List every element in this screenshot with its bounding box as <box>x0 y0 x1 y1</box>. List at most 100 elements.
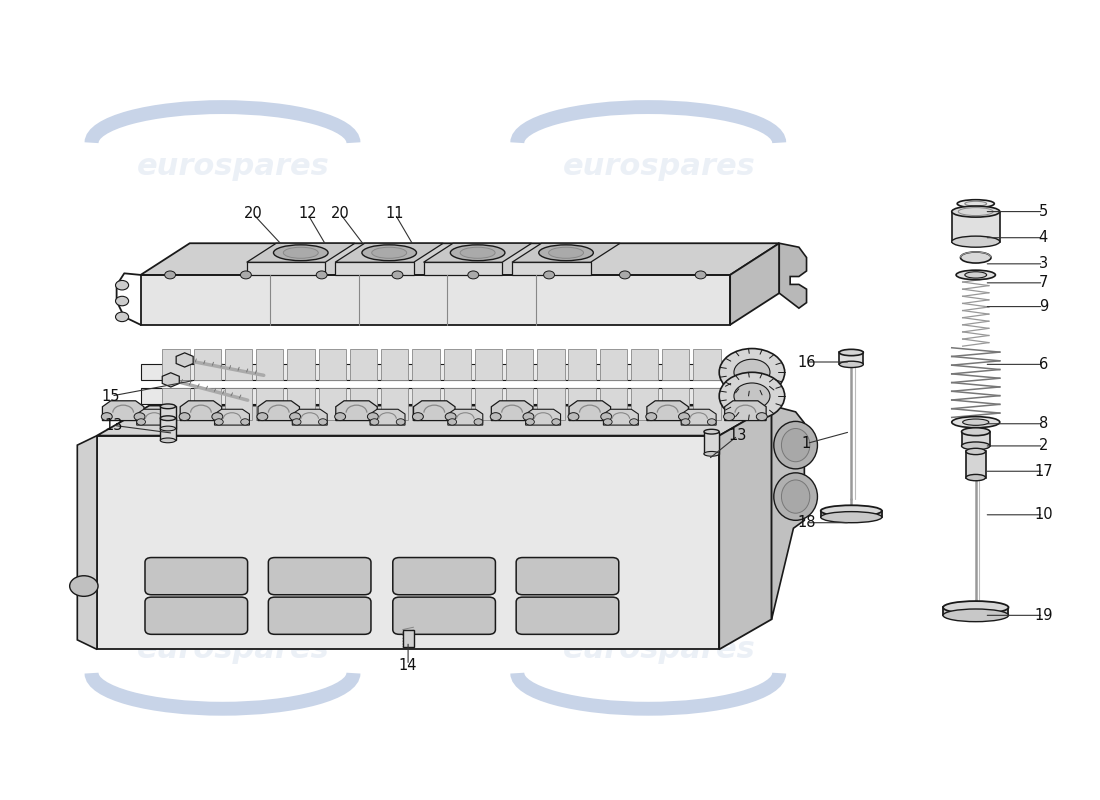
Circle shape <box>679 413 690 421</box>
Circle shape <box>757 413 767 421</box>
Polygon shape <box>443 388 471 420</box>
Polygon shape <box>246 243 355 262</box>
Ellipse shape <box>821 506 882 516</box>
Circle shape <box>646 413 657 421</box>
Polygon shape <box>537 388 564 420</box>
Polygon shape <box>180 401 222 421</box>
Ellipse shape <box>274 245 328 261</box>
Polygon shape <box>600 388 627 420</box>
Polygon shape <box>102 401 144 421</box>
Circle shape <box>214 418 223 425</box>
Circle shape <box>695 271 706 279</box>
Ellipse shape <box>965 272 987 278</box>
Circle shape <box>719 349 784 396</box>
Circle shape <box>446 413 456 421</box>
Polygon shape <box>569 349 596 380</box>
Circle shape <box>212 413 223 421</box>
Text: eurospares: eurospares <box>138 635 330 664</box>
Text: eurospares: eurospares <box>563 152 756 181</box>
Ellipse shape <box>781 480 810 514</box>
Polygon shape <box>176 353 194 367</box>
Polygon shape <box>293 410 327 425</box>
Text: 16: 16 <box>798 354 816 370</box>
Polygon shape <box>370 410 405 425</box>
Circle shape <box>526 418 535 425</box>
FancyBboxPatch shape <box>268 597 371 634</box>
Polygon shape <box>492 401 532 421</box>
Circle shape <box>412 413 424 421</box>
Ellipse shape <box>161 416 176 421</box>
Text: 2: 2 <box>1038 438 1048 454</box>
Polygon shape <box>214 410 250 425</box>
Ellipse shape <box>781 429 810 462</box>
Circle shape <box>681 418 690 425</box>
Polygon shape <box>336 401 377 421</box>
Circle shape <box>734 359 770 386</box>
Text: 19: 19 <box>1034 608 1053 623</box>
Ellipse shape <box>952 206 1000 217</box>
Polygon shape <box>604 410 638 425</box>
Text: 18: 18 <box>798 515 816 530</box>
Polygon shape <box>647 401 689 421</box>
Polygon shape <box>424 243 531 262</box>
Text: 7: 7 <box>1038 275 1048 290</box>
Circle shape <box>319 418 327 425</box>
Circle shape <box>165 271 176 279</box>
Text: 13: 13 <box>104 418 122 433</box>
Text: 5: 5 <box>1038 204 1048 219</box>
Circle shape <box>101 413 112 421</box>
Polygon shape <box>287 388 315 420</box>
Ellipse shape <box>952 236 1000 247</box>
Polygon shape <box>77 436 97 650</box>
Circle shape <box>601 413 612 421</box>
Circle shape <box>163 418 172 425</box>
Polygon shape <box>194 349 221 380</box>
Ellipse shape <box>460 247 495 258</box>
Polygon shape <box>224 349 252 380</box>
Text: 14: 14 <box>399 658 417 673</box>
Circle shape <box>116 312 129 322</box>
Polygon shape <box>161 406 176 429</box>
Polygon shape <box>821 511 882 517</box>
FancyBboxPatch shape <box>393 558 495 594</box>
Polygon shape <box>412 349 440 380</box>
FancyBboxPatch shape <box>268 558 371 594</box>
Circle shape <box>552 418 561 425</box>
Circle shape <box>707 418 716 425</box>
Polygon shape <box>693 388 720 420</box>
Polygon shape <box>161 418 176 440</box>
Circle shape <box>468 271 478 279</box>
Circle shape <box>392 271 403 279</box>
Polygon shape <box>424 262 503 275</box>
Polygon shape <box>771 406 804 619</box>
Ellipse shape <box>549 247 583 258</box>
Polygon shape <box>194 388 221 420</box>
Circle shape <box>116 281 129 290</box>
Ellipse shape <box>965 202 987 206</box>
Ellipse shape <box>704 430 719 434</box>
Text: 12: 12 <box>298 206 317 222</box>
Polygon shape <box>97 436 719 650</box>
Text: 20: 20 <box>244 206 263 222</box>
Circle shape <box>293 418 301 425</box>
Text: 6: 6 <box>1038 357 1048 372</box>
Polygon shape <box>381 388 408 420</box>
Circle shape <box>474 418 483 425</box>
Circle shape <box>543 271 554 279</box>
Polygon shape <box>506 388 534 420</box>
Text: 9: 9 <box>1038 299 1048 314</box>
Ellipse shape <box>839 362 864 367</box>
Polygon shape <box>336 262 414 275</box>
Polygon shape <box>730 243 779 325</box>
Ellipse shape <box>161 426 176 431</box>
Ellipse shape <box>284 247 318 258</box>
Text: eurospares: eurospares <box>563 635 756 664</box>
Ellipse shape <box>372 247 407 258</box>
Ellipse shape <box>773 473 817 520</box>
Ellipse shape <box>161 404 176 409</box>
Text: 3: 3 <box>1038 256 1048 271</box>
Polygon shape <box>414 401 455 421</box>
Text: 11: 11 <box>386 206 404 222</box>
Polygon shape <box>141 388 730 404</box>
Polygon shape <box>704 432 719 454</box>
